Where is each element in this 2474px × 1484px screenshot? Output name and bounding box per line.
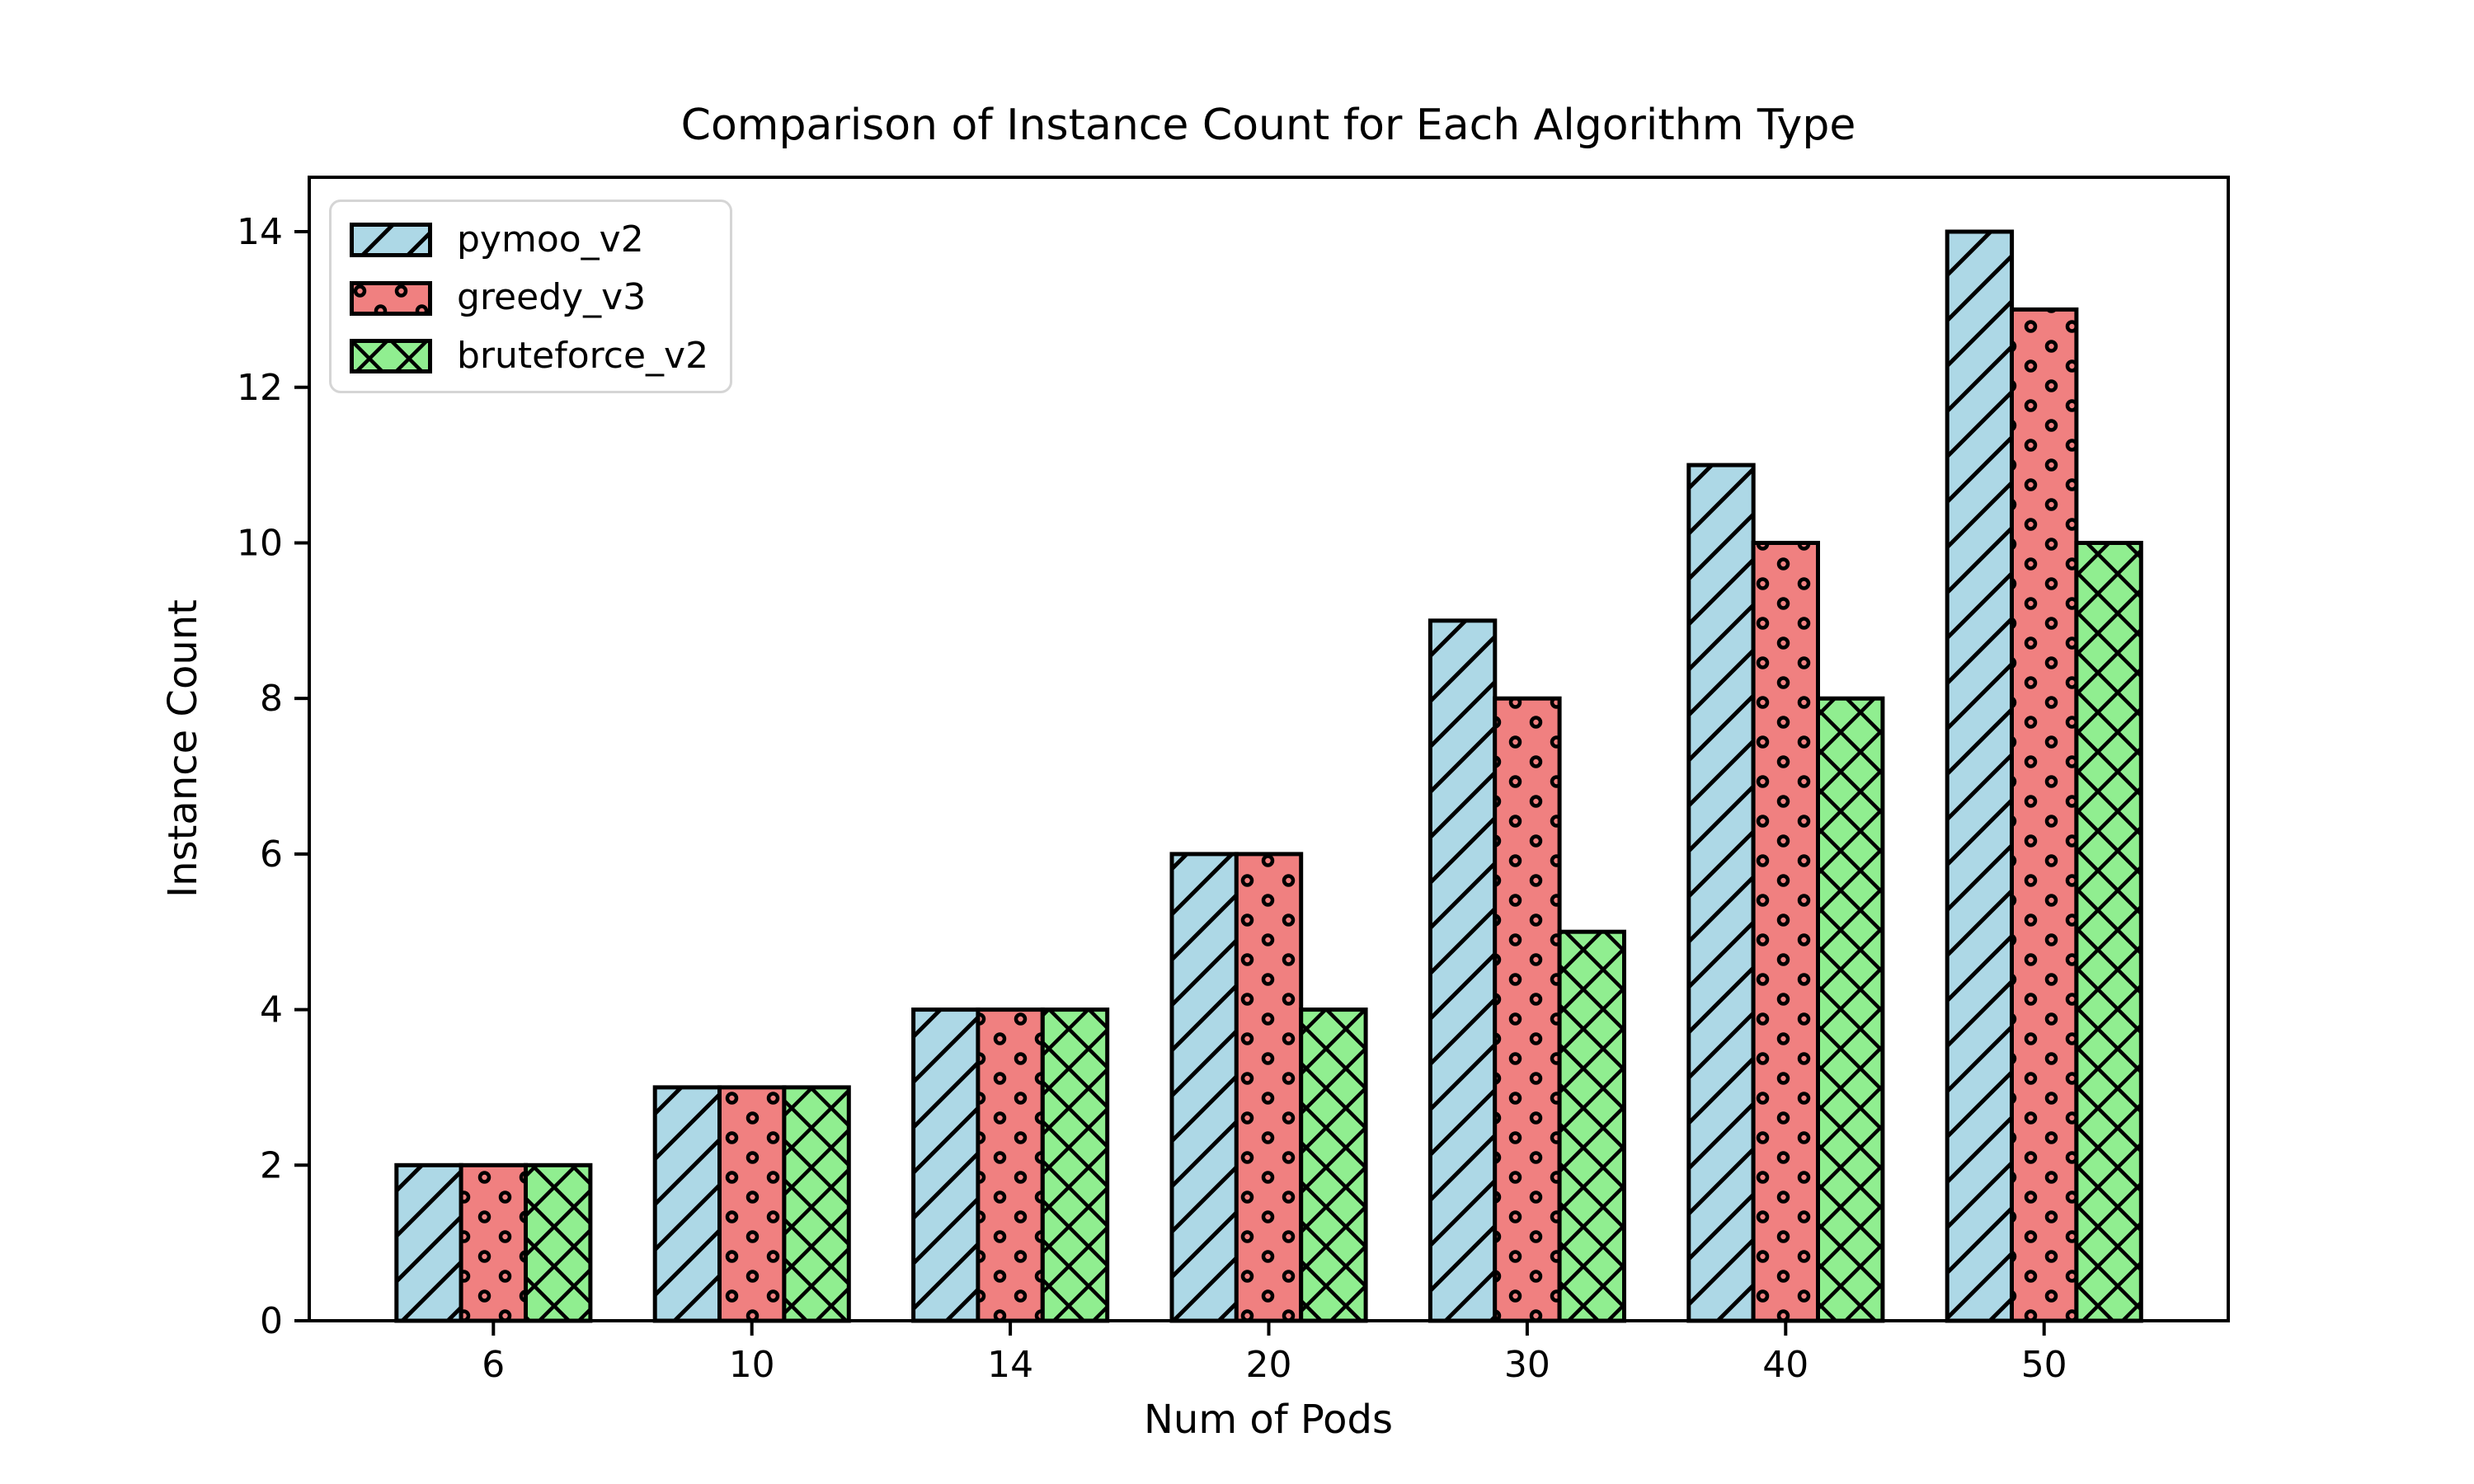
y-tick-label: 6: [260, 834, 283, 876]
axes-layer: 0 2 4 6 8 10 12 14 6 10 14 20 30 40 50: [237, 176, 2230, 1386]
legend-item-greedy_v3: greedy_v3: [350, 276, 708, 319]
bar-pymoo_v2-20: [1169, 852, 1239, 1323]
bar-bruteforce_v2-50: [2074, 541, 2143, 1323]
bar-greedy_v3-6: [459, 1162, 528, 1323]
y-tick-label: 12: [237, 367, 283, 409]
bar-pymoo_v2-50: [1945, 229, 2015, 1323]
bar-bruteforce_v2-20: [1299, 1007, 1368, 1323]
legend-item-bruteforce_v2: bruteforce_v2: [350, 336, 708, 376]
bar-pymoo_v2-6: [394, 1162, 463, 1323]
y-tick-label: 10: [237, 522, 283, 564]
bar-bruteforce_v2-14: [1040, 1007, 1110, 1323]
x-tick-label: 30: [1504, 1344, 1550, 1386]
y-tick-label: 2: [260, 1144, 283, 1186]
y-tick-label: 14: [237, 211, 283, 253]
legend-swatch-x-hatch: [350, 338, 432, 373]
legend-label: bruteforce_v2: [457, 334, 709, 377]
bar-pymoo_v2-14: [911, 1007, 981, 1323]
bar-bruteforce_v2-40: [1816, 696, 1885, 1323]
x-tick-label: 6: [482, 1344, 505, 1386]
bar-pymoo_v2-40: [1686, 463, 1756, 1323]
y-tick-label: 8: [260, 678, 283, 720]
bar-greedy_v3-50: [2010, 307, 2079, 1323]
y-tick-label: 0: [260, 1300, 283, 1342]
legend-item-pymoo_v2: pymoo_v2: [350, 218, 708, 261]
x-tick-label: 14: [987, 1344, 1033, 1386]
legend-swatch-/-hatch: [350, 223, 432, 258]
bar-greedy_v3-30: [1493, 696, 1562, 1323]
x-tick-label: 40: [1762, 1344, 1808, 1386]
bar-pymoo_v2-30: [1427, 618, 1498, 1323]
bar-pymoo_v2-10: [652, 1085, 722, 1323]
bar-bruteforce_v2-6: [524, 1162, 593, 1323]
bar-greedy_v3-10: [717, 1085, 787, 1323]
chart-title: Comparison of Instance Count for Each Al…: [680, 101, 1856, 150]
y-tick-label: 4: [260, 989, 283, 1031]
bar-greedy_v3-14: [976, 1007, 1045, 1323]
legend: pymoo_v2 greedy_v3 bruteforce_v2: [329, 200, 733, 394]
bar-greedy_v3-20: [1234, 852, 1304, 1323]
legend-label: pymoo_v2: [457, 218, 644, 261]
x-axis-label: Num of Pods: [1144, 1397, 1393, 1443]
y-axis-label: Instance Count: [160, 599, 206, 898]
x-tick-label: 10: [729, 1344, 775, 1386]
x-tick-label: 50: [2021, 1344, 2067, 1386]
bars-layer: [394, 229, 2143, 1323]
legend-swatch-o-hatch: [350, 280, 432, 316]
legend-label: greedy_v3: [457, 276, 647, 319]
bar-bruteforce_v2-10: [782, 1085, 851, 1323]
bar-greedy_v3-40: [1751, 541, 1821, 1323]
x-tick-label: 20: [1246, 1344, 1292, 1386]
bar-bruteforce_v2-30: [1557, 929, 1626, 1323]
